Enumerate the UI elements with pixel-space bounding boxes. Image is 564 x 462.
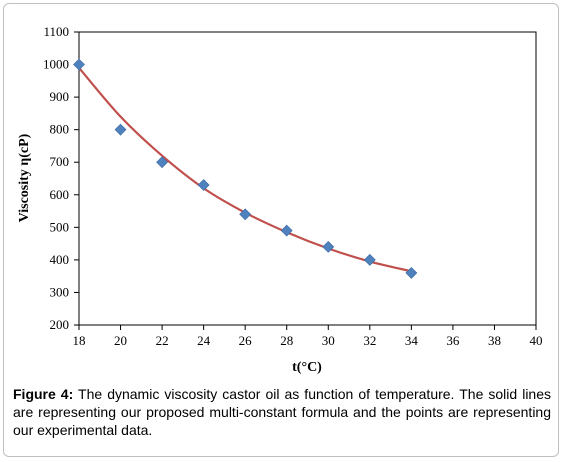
x-tick-label: 22 (156, 333, 169, 348)
x-tick-label: 30 (322, 333, 335, 348)
data-points (73, 58, 418, 279)
y-tick-label: 800 (50, 122, 70, 137)
y-axis: 200 300 400 500 600 700 800 900 1000 1100 (43, 24, 79, 332)
y-tick-label: 1100 (43, 24, 69, 39)
x-axis-title: t(°C) (292, 360, 322, 375)
data-point-diamond (322, 240, 335, 253)
y-tick-label: 400 (50, 252, 70, 267)
data-point-diamond (363, 253, 376, 266)
y-tick-label: 1000 (43, 57, 69, 72)
x-axis: 18 20 22 24 26 28 30 32 34 36 38 40 (73, 325, 543, 348)
data-point-diamond (280, 224, 293, 237)
data-point-diamond (114, 123, 127, 136)
x-tick-label: 38 (488, 333, 501, 348)
data-point-diamond (73, 58, 85, 71)
x-tick-label: 26 (239, 333, 253, 348)
y-axis-title: Viscosity η(cP) (17, 133, 32, 222)
x-tick-label: 24 (197, 333, 211, 348)
figure-caption: Figure 4: The dynamic viscosity castor o… (13, 385, 551, 439)
data-point-diamond (405, 266, 418, 279)
x-tick-label: 20 (114, 333, 127, 348)
y-tick-label: 600 (50, 187, 70, 202)
y-tick-label: 500 (50, 219, 70, 234)
y-tick-label: 900 (50, 89, 70, 104)
caption-text: The dynamic viscosity castor oil as func… (13, 386, 551, 438)
plot-area (78, 31, 537, 326)
x-tick-label: 34 (405, 333, 419, 348)
y-tick-label: 700 (50, 154, 70, 169)
x-tick-label: 28 (280, 333, 293, 348)
viscosity-chart: 200 300 400 500 600 700 800 900 1000 1100 18 20 22 2… (17, 24, 543, 375)
y-tick-label: 300 (50, 284, 70, 299)
x-tick-label: 40 (530, 333, 543, 348)
x-tick-label: 32 (363, 333, 376, 348)
figure-label: Figure 4: (13, 386, 74, 402)
data-point-diamond (239, 208, 252, 221)
data-point-diamond (156, 156, 169, 169)
x-tick-label: 36 (446, 333, 460, 348)
x-tick-label: 18 (73, 333, 86, 348)
data-point-diamond (197, 179, 210, 191)
y-tick-label: 200 (50, 317, 70, 332)
